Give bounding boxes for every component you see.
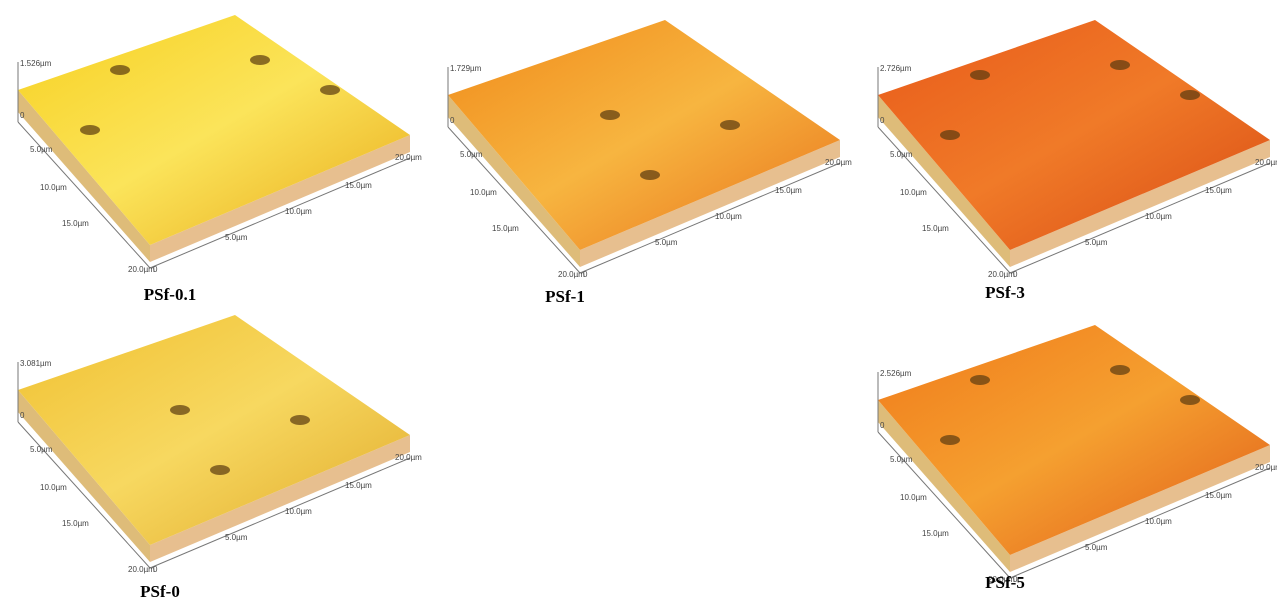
x-tick-label: 10.0µm bbox=[40, 483, 67, 492]
panel-label: PSf-3 bbox=[985, 283, 1025, 302]
surface-feature bbox=[940, 130, 960, 140]
afm-surface bbox=[878, 20, 1270, 250]
x-tick-label: 5.0µm bbox=[30, 145, 53, 154]
panel-label: PSf-1 bbox=[545, 287, 585, 306]
y-tick-label: 10.0µm bbox=[285, 507, 312, 516]
surface-feature bbox=[970, 70, 990, 80]
corner-origin-label: 0 bbox=[583, 270, 588, 279]
y-tick-label: 15.0µm bbox=[345, 481, 372, 490]
surface-feature bbox=[970, 375, 990, 385]
y-tick-label: 10.0µm bbox=[1145, 212, 1172, 221]
afm-panel: 2.726µm 0 5.0µm 5.0µm 10.0µm 10.0µm 15.0µm 15.0… bbox=[878, 20, 1277, 279]
x-tick-label: 5.0µm bbox=[890, 455, 913, 464]
surface-feature bbox=[210, 465, 230, 475]
y-tick-label: 15.0µm bbox=[1205, 186, 1232, 195]
y-tick-label: 20.0µm bbox=[825, 158, 852, 167]
y-tick-label: 10.0µm bbox=[1145, 517, 1172, 526]
afm-surface bbox=[18, 315, 410, 545]
x-tick-label: 5.0µm bbox=[890, 150, 913, 159]
x-tick-label: 20.0µm bbox=[128, 265, 155, 274]
x-tick-label: 15.0µm bbox=[922, 224, 949, 233]
surface-feature bbox=[1110, 60, 1130, 70]
afm-surface bbox=[18, 15, 410, 245]
z-origin-label: 0 bbox=[880, 116, 885, 125]
x-tick-label: 5.0µm bbox=[30, 445, 53, 454]
z-max-label: 2.726µm bbox=[880, 64, 912, 73]
y-tick-label: 20.0µm bbox=[1255, 463, 1277, 472]
y-tick-label: 15.0µm bbox=[1205, 491, 1232, 500]
afm-panel: 3.081µm 0 5.0µm 5.0µm 10.0µm 10.0µm 15.0µm 15.0… bbox=[18, 315, 422, 574]
surface-feature bbox=[1110, 365, 1130, 375]
y-tick-label: 20.0µm bbox=[395, 153, 422, 162]
x-tick-label: 15.0µm bbox=[62, 519, 89, 528]
y-tick-label: 5.0µm bbox=[655, 238, 678, 247]
panel-label: PSf-5 bbox=[985, 573, 1025, 592]
x-tick-label: 10.0µm bbox=[900, 188, 927, 197]
y-tick-label: 5.0µm bbox=[1085, 238, 1108, 247]
surface-feature bbox=[1180, 90, 1200, 100]
surface-feature bbox=[1180, 395, 1200, 405]
panel-label: PSf-0 bbox=[140, 582, 180, 601]
y-tick-label: 15.0µm bbox=[775, 186, 802, 195]
afm-panel: 1.729µm 0 5.0µm 5.0µm 10.0µm 10.0µm 15.0µm 15.0… bbox=[448, 20, 852, 279]
x-tick-label: 10.0µm bbox=[470, 188, 497, 197]
afm-panel: 2.526µm 0 5.0µm 5.0µm 10.0µm 10.0µm 15.0µm 15.0… bbox=[878, 325, 1277, 584]
y-tick-label: 5.0µm bbox=[225, 233, 248, 242]
z-origin-label: 0 bbox=[880, 421, 885, 430]
x-tick-label: 15.0µm bbox=[492, 224, 519, 233]
y-tick-label: 15.0µm bbox=[345, 181, 372, 190]
z-max-label: 3.081µm bbox=[20, 359, 52, 368]
y-tick-label: 20.0µm bbox=[1255, 158, 1277, 167]
y-tick-label: 10.0µm bbox=[715, 212, 742, 221]
surface-feature bbox=[640, 170, 660, 180]
z-max-label: 1.526µm bbox=[20, 59, 52, 68]
panel-label: PSf-0.1 bbox=[144, 285, 196, 304]
surface-feature bbox=[600, 110, 620, 120]
surface-feature bbox=[720, 120, 740, 130]
x-tick-label: 10.0µm bbox=[900, 493, 927, 502]
x-tick-label: 20.0µm bbox=[988, 270, 1015, 279]
surface-feature bbox=[250, 55, 270, 65]
surface-feature bbox=[80, 125, 100, 135]
y-tick-label: 5.0µm bbox=[1085, 543, 1108, 552]
surface-feature bbox=[320, 85, 340, 95]
y-tick-label: 10.0µm bbox=[285, 207, 312, 216]
z-origin-label: 0 bbox=[450, 116, 455, 125]
surface-feature bbox=[170, 405, 190, 415]
x-tick-label: 20.0µm bbox=[558, 270, 585, 279]
x-tick-label: 20.0µm bbox=[128, 565, 155, 574]
z-origin-label: 0 bbox=[20, 411, 25, 420]
afm-surface bbox=[878, 325, 1270, 555]
x-tick-label: 10.0µm bbox=[40, 183, 67, 192]
corner-origin-label: 0 bbox=[153, 265, 158, 274]
corner-origin-label: 0 bbox=[1013, 270, 1018, 279]
surface-feature bbox=[940, 435, 960, 445]
z-origin-label: 0 bbox=[20, 111, 25, 120]
surface-feature bbox=[290, 415, 310, 425]
y-tick-label: 20.0µm bbox=[395, 453, 422, 462]
afm-panel: 1.526µm 0 5.0µm 5.0µm 10.0µm 10.0µm 15.0µm 15.0… bbox=[18, 15, 422, 274]
surface-feature bbox=[110, 65, 130, 75]
x-tick-label: 5.0µm bbox=[460, 150, 483, 159]
x-tick-label: 15.0µm bbox=[922, 529, 949, 538]
figure: 1.526µm 0 5.0µm 5.0µm 10.0µm 10.0µm 15.0µm 15.0… bbox=[0, 0, 1277, 604]
afm-surface bbox=[448, 20, 840, 250]
z-max-label: 1.729µm bbox=[450, 64, 482, 73]
x-tick-label: 15.0µm bbox=[62, 219, 89, 228]
corner-origin-label: 0 bbox=[153, 565, 158, 574]
z-max-label: 2.526µm bbox=[880, 369, 912, 378]
y-tick-label: 5.0µm bbox=[225, 533, 248, 542]
